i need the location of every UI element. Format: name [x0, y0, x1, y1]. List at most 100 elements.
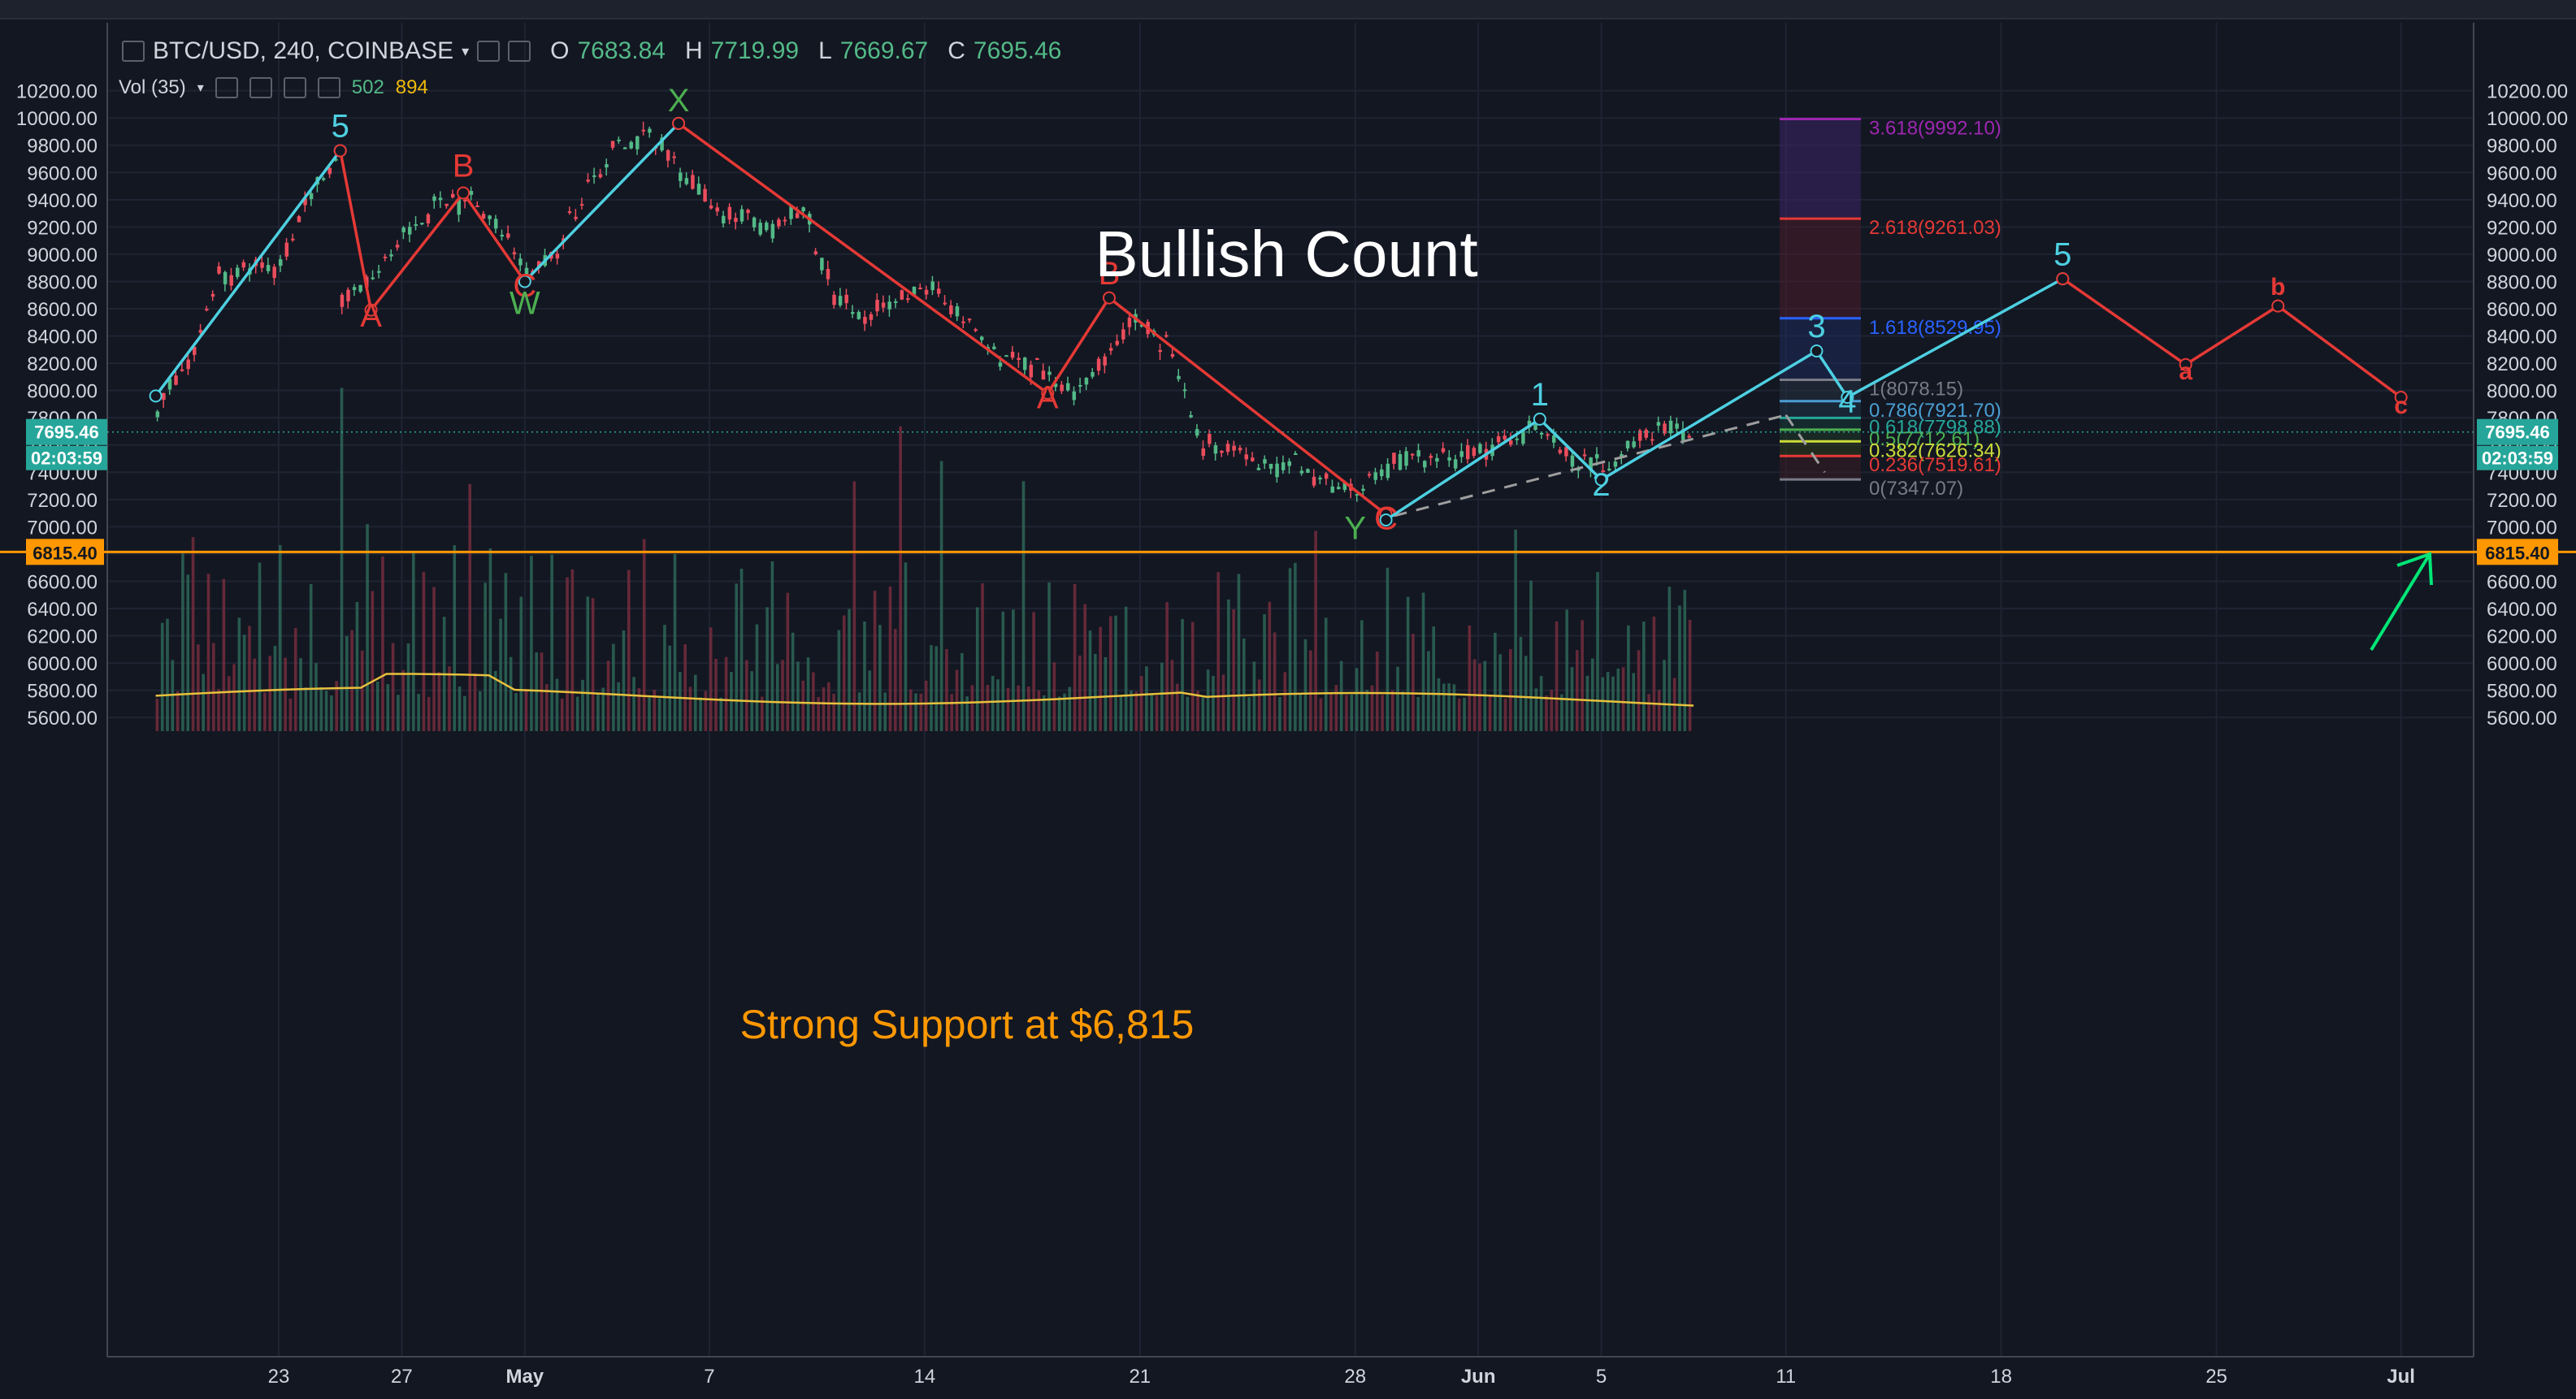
x-tick: 25 [2205, 1366, 2227, 1388]
candle-body [1423, 461, 1427, 468]
volume-bar [427, 696, 431, 731]
volume-value: 502 [351, 76, 384, 98]
volume-bar [1386, 567, 1390, 731]
eye-icon[interactable] [215, 77, 238, 98]
wave-vertex [518, 275, 531, 288]
candle-body [1096, 358, 1101, 371]
volume-bar [391, 643, 395, 731]
volume-bar [371, 591, 375, 731]
volume-bar [1012, 609, 1015, 731]
volume-bar [1447, 683, 1451, 731]
wave-label: 4 [1838, 383, 1856, 419]
volume-bar [324, 691, 328, 731]
wave-vertex [149, 389, 163, 403]
volume-bar [1539, 675, 1543, 731]
candle-body [598, 174, 603, 178]
gear-icon[interactable] [508, 41, 531, 62]
candle-body [1306, 469, 1310, 473]
volume-bar [484, 583, 487, 731]
volume-bar [222, 578, 226, 731]
collapse-icon[interactable] [122, 41, 145, 62]
high-value: 7719.99 [710, 37, 800, 64]
volume-bar [1314, 531, 1317, 731]
candle-body [1281, 462, 1286, 470]
candle-body [1060, 384, 1064, 392]
volume-bar [284, 657, 287, 731]
candle-body [198, 330, 203, 333]
volume-bar [986, 684, 990, 731]
volume-bar [848, 609, 851, 731]
volume-bar [319, 687, 323, 731]
chevron-down-icon[interactable]: ▾ [462, 42, 470, 59]
volume-bar [1278, 696, 1281, 731]
candle-body [383, 256, 388, 258]
volume-bar [1412, 634, 1415, 731]
volume-bar [1534, 688, 1538, 731]
volume-bar [909, 689, 913, 731]
wave-label: 5 [332, 109, 349, 145]
candle-body [524, 267, 529, 282]
wave-label: C [1374, 501, 1398, 537]
candle-body [579, 204, 584, 206]
volume-bar [1529, 580, 1533, 731]
candle-body [881, 302, 886, 308]
y-tick-right: 10000.00 [2487, 108, 2568, 130]
candle-body [1053, 383, 1058, 388]
volume-bar [642, 539, 646, 731]
close-icon[interactable] [317, 77, 340, 98]
candle-body [1342, 483, 1347, 490]
candle-body [629, 141, 633, 149]
volume-bar [914, 693, 917, 731]
support-tag-left-text: 6815.40 [33, 543, 98, 563]
volume-label[interactable]: Vol (35) [119, 76, 186, 98]
x-tick: 23 [268, 1366, 290, 1388]
volume-bar [566, 577, 569, 731]
wave-vertex [2056, 272, 2070, 286]
y-tick-right: 9800.00 [2487, 136, 2557, 158]
fib-level-label: 2.618(9261.03) [1869, 217, 2001, 239]
gear-icon[interactable] [249, 77, 272, 98]
candle-body [838, 296, 843, 305]
y-tick-right: 5800.00 [2487, 681, 2557, 703]
volume-bar [1565, 609, 1568, 731]
candle-body [1035, 358, 1039, 361]
price-tag-right-text: 7695.46 [2485, 422, 2550, 443]
candle-body [1503, 435, 1507, 440]
volume-bar [197, 644, 200, 731]
symbol-label[interactable]: BTC/USD, 240, COINBASE [153, 37, 454, 64]
volume-bar [191, 537, 195, 731]
add-icon[interactable] [283, 77, 306, 98]
candle-body [1251, 457, 1255, 461]
fib-zone [1780, 418, 1861, 430]
volume-bar [965, 696, 969, 731]
volume-bar [1370, 685, 1374, 731]
volume-bar [304, 687, 308, 731]
eye-icon[interactable] [477, 41, 501, 62]
volume-bar [1350, 695, 1354, 731]
volume-bar [1560, 694, 1563, 731]
candle-body [1410, 453, 1415, 456]
fib-level-label: 0.786(7921.70) [1869, 400, 2001, 422]
wave-vertex [364, 303, 378, 317]
candle-body [193, 346, 197, 355]
candle-body [1208, 433, 1212, 444]
volume-bar [473, 673, 477, 731]
candle-body [500, 234, 505, 237]
y-tick-left: 7000.00 [27, 517, 98, 539]
open-key: O [550, 37, 570, 64]
volume-bar [1155, 695, 1159, 731]
volume-bar [679, 671, 682, 731]
wave-vertex [2271, 299, 2285, 313]
chevron-down-icon[interactable]: ▾ [197, 81, 204, 95]
candle-body [1416, 450, 1420, 457]
candle-body [309, 193, 314, 200]
volume-bar [581, 679, 584, 731]
candle-body [727, 206, 732, 220]
y-tick-left: 5600.00 [27, 708, 98, 730]
volume-bar [719, 697, 723, 731]
volume-bar [232, 664, 236, 731]
wave-label: Y [1344, 510, 1366, 546]
candle-body [1022, 357, 1027, 370]
